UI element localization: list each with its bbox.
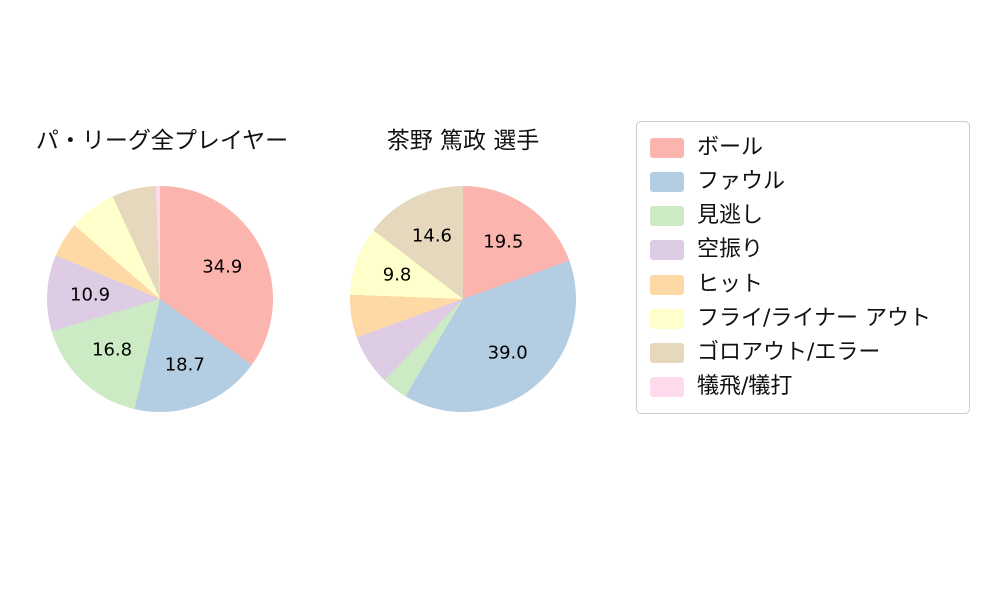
chart-title-player: 茶野 篤政 選手 xyxy=(386,128,540,154)
legend-item: ヒット xyxy=(650,272,969,298)
legend-item: ボール xyxy=(650,135,969,161)
legend-label: 見逃し xyxy=(697,203,764,229)
pie-value-label: 10.9 xyxy=(69,284,111,306)
legend-label: ゴロアウト/エラー xyxy=(697,339,881,365)
pie-chart-league-all: 34.9 18.7 16.8 10.9 xyxy=(47,186,273,412)
legend-label: フライ/ライナー アウト xyxy=(697,305,931,331)
pie-value-label: 14.6 xyxy=(411,225,453,247)
legend-swatch xyxy=(650,138,684,159)
legend-label: 空振り xyxy=(697,237,764,263)
legend-item: 見逃し xyxy=(650,203,969,229)
pie-league-all: 34.9 18.7 16.8 10.9 xyxy=(47,186,273,412)
pie-value-label: 34.9 xyxy=(202,256,243,278)
legend-box: ボールファウル見逃し空振りヒットフライ/ライナー アウト ゴロアウト/エラー 犠飛/… xyxy=(636,121,970,414)
legend-label: 犠飛/犠打 xyxy=(697,373,793,399)
legend-swatch xyxy=(650,376,684,397)
legend-swatch xyxy=(650,172,684,193)
legend-item: ゴロアウト/エラー xyxy=(650,340,969,366)
chart-title-league-all: パ・リーグ全プレイヤー xyxy=(35,128,289,154)
legend-item: 犠飛/犠打 xyxy=(650,374,969,400)
pie-value-label: 18.7 xyxy=(164,354,205,376)
legend-swatch xyxy=(650,206,684,227)
pie-chart-player: 19.5 39.0 9.8 14.6 xyxy=(350,186,576,412)
legend-label: ヒット xyxy=(697,271,764,297)
legend-swatch xyxy=(650,308,684,329)
pie-value-label: 19.5 xyxy=(483,231,524,253)
pie-value-label: 39.0 xyxy=(487,342,528,364)
legend-label: ボール xyxy=(697,135,764,161)
pie-value-label: 9.8 xyxy=(382,264,412,286)
legend-swatch xyxy=(650,240,684,261)
legend-item: 空振り xyxy=(650,237,969,263)
pie-player: 19.5 39.0 9.8 14.6 xyxy=(350,186,576,412)
pie-value-label: 16.8 xyxy=(91,339,133,361)
legend-swatch xyxy=(650,342,684,363)
legend-swatch xyxy=(650,274,684,295)
legend-label: ファウル xyxy=(697,169,786,195)
legend-item: フライ/ライナー アウト xyxy=(650,306,969,332)
legend-item: ファウル xyxy=(650,169,969,195)
